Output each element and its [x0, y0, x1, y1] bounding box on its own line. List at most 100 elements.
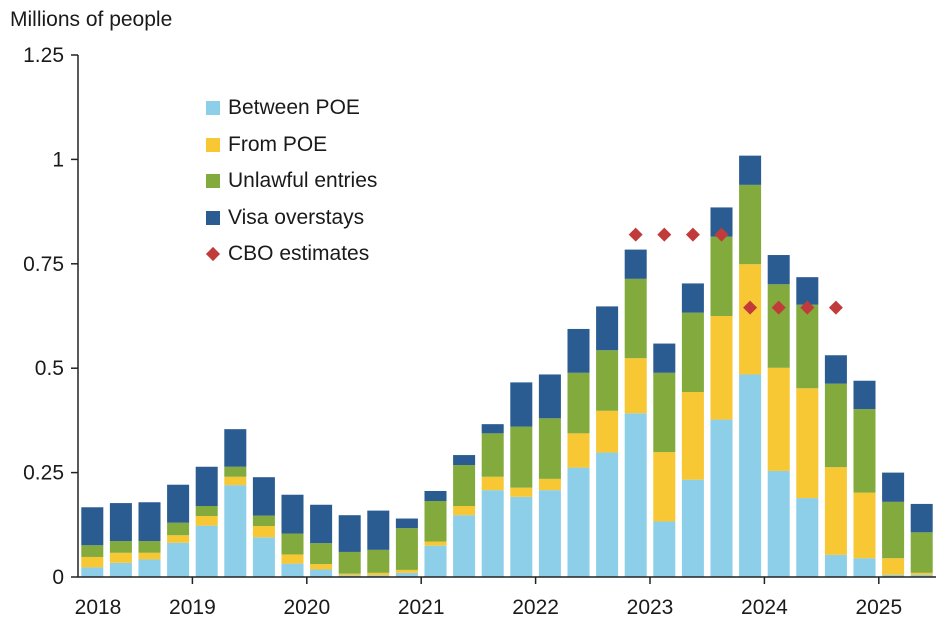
bar-visa-overstays: [453, 455, 476, 466]
bar-visa-overstays: [538, 374, 561, 419]
x-tick-label: 2022: [512, 596, 559, 619]
cbo-estimate-marker: [628, 227, 643, 242]
bar-unlawful-entries: [653, 372, 676, 453]
legend-swatch-unlawful-entries: [206, 174, 220, 189]
bar-between-poe: [767, 470, 790, 577]
cbo-estimate-marker: [800, 300, 815, 315]
cbo-estimate-marker: [685, 227, 700, 242]
bar-between-poe: [596, 452, 619, 577]
bar-unlawful-entries: [739, 184, 762, 265]
bar-visa-overstays: [367, 510, 390, 550]
bar-from-poe: [681, 392, 704, 480]
x-tick-label: 2025: [855, 596, 902, 619]
bar-between-poe: [224, 485, 247, 577]
bar-between-poe: [824, 554, 847, 577]
bar-from-poe: [853, 492, 876, 559]
bar-between-poe: [567, 467, 590, 577]
legend-item-visa-overstays: Visa overstays: [206, 200, 377, 237]
bar-unlawful-entries: [510, 426, 533, 488]
bar-between-poe: [81, 567, 104, 577]
bar-visa-overstays: [81, 507, 104, 546]
legend-label-between-poe: Between POE: [228, 96, 360, 120]
bar-between-poe: [453, 515, 476, 577]
bar-visa-overstays: [395, 518, 418, 529]
bar-visa-overstays: [653, 343, 676, 373]
legend-diamond-icon: [205, 247, 221, 262]
bar-from-poe: [224, 476, 247, 486]
bar-unlawful-entries: [767, 284, 790, 368]
legend-item-from-poe: From POE: [206, 127, 377, 164]
cbo-estimate-marker: [771, 300, 786, 315]
cbo-estimate-marker: [714, 227, 729, 242]
bar-unlawful-entries: [481, 433, 504, 477]
bar-between-poe: [481, 490, 504, 577]
bar-between-poe: [624, 413, 647, 577]
bar-visa-overstays: [624, 249, 647, 279]
x-tick-label: 2021: [398, 596, 445, 619]
y-tick-label: 0.5: [35, 357, 64, 380]
bar-between-poe: [681, 479, 704, 577]
bar-from-poe: [567, 433, 590, 468]
bar-between-poe: [167, 542, 190, 577]
legend-label-visa-overstays: Visa overstays: [228, 205, 365, 229]
bar-visa-overstays: [567, 328, 590, 373]
bar-from-poe: [481, 476, 504, 491]
bar-from-poe: [281, 554, 304, 564]
x-tick-label: 2023: [627, 596, 674, 619]
bar-from-poe: [882, 558, 905, 575]
bar-from-poe: [653, 452, 676, 522]
cbo-estimate-marker: [657, 227, 672, 242]
bar-from-poe: [367, 572, 390, 576]
bar-unlawful-entries: [567, 372, 590, 434]
y-tick-label: 1: [52, 148, 64, 171]
y-tick-label: 0: [52, 566, 64, 589]
bar-from-poe: [195, 516, 218, 526]
bar-unlawful-entries: [853, 409, 876, 493]
bar-from-poe: [739, 264, 762, 375]
legend-label-cbo-estimates: CBO estimates: [228, 242, 370, 266]
bar-between-poe: [281, 563, 304, 577]
bar-unlawful-entries: [281, 533, 304, 555]
bar-unlawful-entries: [81, 545, 104, 557]
x-tick-label: 2019: [169, 596, 216, 619]
bar-from-poe: [338, 573, 361, 576]
legend-item-cbo-estimates: CBO estimates: [205, 236, 377, 273]
legend-item-between-poe: Between POE: [206, 90, 377, 127]
legend-label-from-poe: From POE: [228, 132, 328, 156]
bar-visa-overstays: [767, 255, 790, 285]
bar-between-poe: [710, 419, 733, 577]
bar-visa-overstays: [739, 155, 762, 185]
bar-between-poe: [310, 569, 333, 577]
cbo-estimate-marker: [743, 300, 758, 315]
bar-unlawful-entries: [310, 543, 333, 565]
bar-from-poe: [109, 552, 132, 563]
bar-between-poe: [195, 525, 218, 577]
bar-unlawful-entries: [367, 549, 390, 573]
bar-between-poe: [109, 562, 132, 577]
bar-from-poe: [624, 358, 647, 414]
bar-between-poe: [138, 559, 161, 577]
bar-from-poe: [538, 478, 561, 491]
bar-visa-overstays: [138, 502, 161, 542]
bar-from-poe: [910, 572, 933, 575]
bar-visa-overstays: [310, 504, 333, 544]
bar-from-poe: [252, 526, 275, 538]
bar-between-poe: [796, 498, 819, 577]
bar-visa-overstays: [338, 515, 361, 552]
bar-unlawful-entries: [596, 350, 619, 411]
bar-unlawful-entries: [824, 383, 847, 468]
bar-from-poe: [710, 316, 733, 420]
bar-from-poe: [424, 541, 447, 546]
legend-swatch-from-poe: [206, 137, 220, 152]
bar-visa-overstays: [195, 466, 218, 507]
bar-visa-overstays: [424, 490, 447, 501]
bar-visa-overstays: [252, 477, 275, 516]
bar-unlawful-entries: [453, 465, 476, 507]
bar-visa-overstays: [281, 494, 304, 534]
bar-unlawful-entries: [710, 236, 733, 316]
bar-from-poe: [596, 410, 619, 453]
legend: Between POE From POE Unlawful entries Vi…: [205, 90, 377, 273]
bar-from-poe: [81, 556, 104, 568]
legend-swatch-between-poe: [206, 101, 220, 116]
bar-unlawful-entries: [338, 551, 361, 574]
